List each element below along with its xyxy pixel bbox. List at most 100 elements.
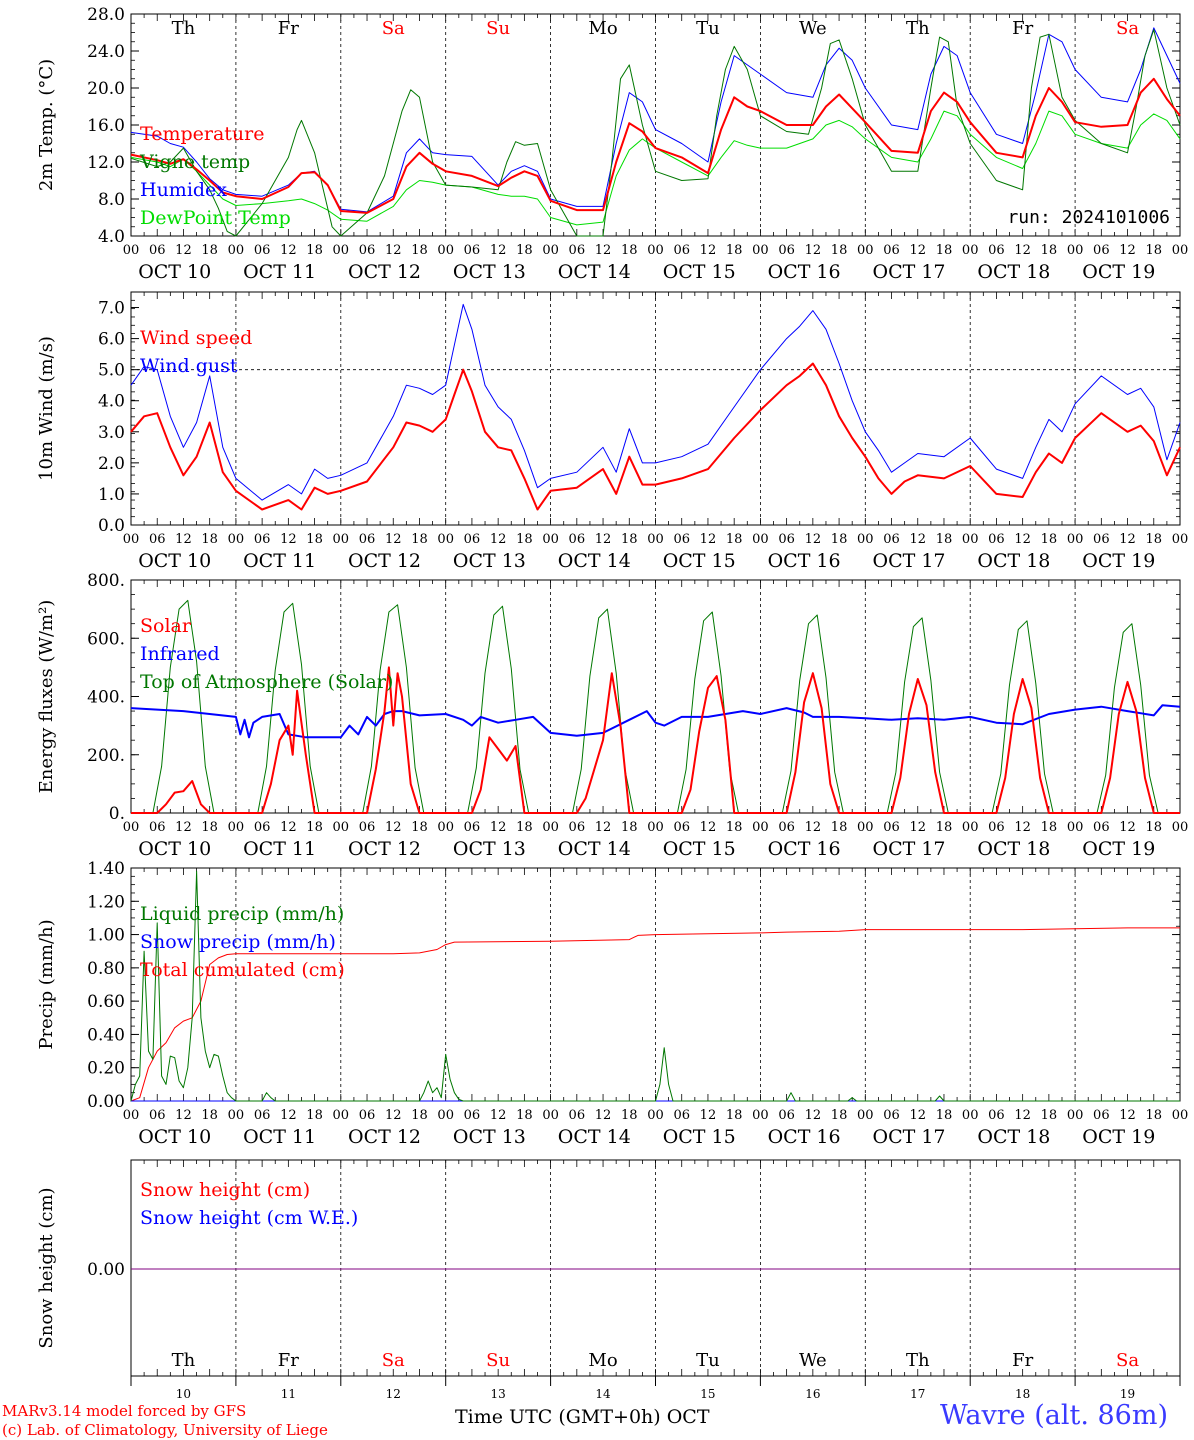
hour-tick-label: 06 <box>149 1108 166 1123</box>
hour-tick-label: 12 <box>385 243 402 258</box>
hour-tick-label: 00 <box>542 1108 559 1123</box>
hour-tick-label: 06 <box>673 532 690 547</box>
hour-tick-label: 18 <box>516 820 533 835</box>
hour-tick-label: 18 <box>306 243 323 258</box>
date-label: OCT 18 <box>977 1126 1050 1148</box>
hour-tick-label: 00 <box>962 532 979 547</box>
series-line <box>130 29 1181 237</box>
y-tick-label: 1.40 <box>87 859 125 879</box>
hour-tick-label: 06 <box>673 820 690 835</box>
y-tick-label: 0.60 <box>87 992 125 1012</box>
hour-tick-label: 00 <box>647 243 664 258</box>
hour-tick-label: 12 <box>175 1108 192 1123</box>
hour-tick-label: 12 <box>595 1108 612 1123</box>
date-label: OCT 18 <box>977 550 1050 572</box>
hour-tick-label: 12 <box>175 820 192 835</box>
hour-tick-label: 00 <box>962 243 979 258</box>
hour-tick-label: 06 <box>569 243 586 258</box>
hour-tick-label: 12 <box>805 532 822 547</box>
y-tick-label: 8.0 <box>98 190 125 210</box>
hour-tick-label: 00 <box>333 243 350 258</box>
date-label: OCT 12 <box>348 550 421 572</box>
hour-tick-label: 00 <box>437 820 454 835</box>
hour-tick-label: 18 <box>411 820 428 835</box>
hour-tick-label: 00 <box>1067 820 1084 835</box>
hour-tick-label: 18 <box>306 1108 323 1123</box>
weekday-label: Fr <box>1012 1350 1033 1371</box>
hour-tick-label: 06 <box>254 820 271 835</box>
hour-tick-label: 18 <box>411 243 428 258</box>
hour-tick-label: 12 <box>700 243 717 258</box>
hour-tick-label: 00 <box>228 1108 245 1123</box>
series-line <box>130 704 1181 739</box>
weekday-label: Tu <box>696 1350 720 1371</box>
hour-tick-label: 18 <box>726 1108 743 1123</box>
hour-tick-label: 12 <box>1119 820 1136 835</box>
hour-tick-label: 12 <box>595 820 612 835</box>
legend-entry: Total cumulated (cm) <box>140 959 345 981</box>
hour-tick-label: 06 <box>569 820 586 835</box>
hour-tick-label: 18 <box>936 1108 953 1123</box>
weekday-label: Su <box>486 1350 510 1371</box>
y-tick-label: 6.0 <box>98 330 125 350</box>
legend-entry: Snow height (cm) <box>140 1179 310 1201</box>
hour-tick-label: 12 <box>1014 243 1031 258</box>
y-tick-label: 4.0 <box>98 227 125 247</box>
hour-tick-label: 18 <box>411 1108 428 1123</box>
date-label: OCT 11 <box>243 261 316 283</box>
hour-tick-label: 00 <box>437 532 454 547</box>
weekday-label: We <box>799 18 827 39</box>
y-tick-label: 1.20 <box>87 892 125 912</box>
hour-tick-label: 12 <box>909 820 926 835</box>
x-axis-title: Time UTC (GMT+0h) OCT <box>455 1406 710 1428</box>
date-label: OCT 13 <box>453 838 526 860</box>
hour-tick-label: 06 <box>883 1108 900 1123</box>
hour-tick-label: 12 <box>909 532 926 547</box>
weekday-label: Sa <box>1116 1350 1139 1371</box>
y-tick-label: 400. <box>87 688 125 708</box>
legend-entry: Liquid precip (mm/h) <box>140 903 344 925</box>
hour-tick-label: 12 <box>700 532 717 547</box>
series-line <box>130 303 1181 501</box>
hour-tick-label: 12 <box>280 532 297 547</box>
day-number-label: 18 <box>1015 1387 1030 1401</box>
hour-tick-label: 06 <box>464 1108 481 1123</box>
hour-tick-label: 06 <box>464 532 481 547</box>
hour-tick-label: 06 <box>464 820 481 835</box>
hour-tick-label: 12 <box>175 243 192 258</box>
hour-tick-label: 06 <box>1093 243 1110 258</box>
run-annotation: run: 2024101006 <box>1007 207 1170 228</box>
panel-5: 0.00 Snow height (cm) Snow height (cm) Snow… <box>36 1159 1181 1401</box>
panel-2: 0.0 1.0 2.0 3.0 4.0 5.0 6.0 7.0 10m Wind (m/s) Wi… <box>36 291 1189 572</box>
hour-tick-label: 00 <box>1172 532 1189 547</box>
series-line <box>130 870 1180 1102</box>
weekday-label: Sa <box>382 18 405 39</box>
date-label: OCT 14 <box>558 550 631 572</box>
hour-tick-label: 06 <box>569 532 586 547</box>
hour-tick-label: 18 <box>621 820 638 835</box>
y-tick-label: 0.40 <box>87 1025 125 1045</box>
hour-tick-label: 18 <box>1041 243 1058 258</box>
hour-tick-label: 06 <box>988 1108 1005 1123</box>
date-label: OCT 15 <box>663 1126 736 1148</box>
panel-3: 0. 200. 400. 600. 800. Energy fluxes (W/m²) So… <box>36 571 1188 860</box>
y-tick-label: 16.0 <box>87 116 125 136</box>
date-label: OCT 10 <box>138 261 211 283</box>
series-line <box>131 666 1180 814</box>
date-label: OCT 16 <box>768 550 841 572</box>
hour-tick-label: 06 <box>988 532 1005 547</box>
hour-tick-label: 12 <box>175 532 192 547</box>
hour-tick-label: 06 <box>254 243 271 258</box>
hour-tick-label: 18 <box>1041 1108 1058 1123</box>
legend-entry: Top of Atmosphere (Solar) <box>140 671 393 693</box>
series-line <box>130 110 1181 226</box>
date-label: OCT 15 <box>663 550 736 572</box>
hour-tick-label: 00 <box>542 820 559 835</box>
date-label: OCT 10 <box>138 838 211 860</box>
day-number-label: 12 <box>386 1387 401 1401</box>
legend-entry: DewPoint Temp <box>140 207 291 229</box>
panel-4: 0.00 0.20 0.40 0.60 0.80 1.00 1.20 1.40 Precip (… <box>36 859 1188 1148</box>
hour-tick-label: 06 <box>254 532 271 547</box>
day-number-label: 19 <box>1120 1387 1135 1401</box>
hour-tick-label: 12 <box>595 243 612 258</box>
